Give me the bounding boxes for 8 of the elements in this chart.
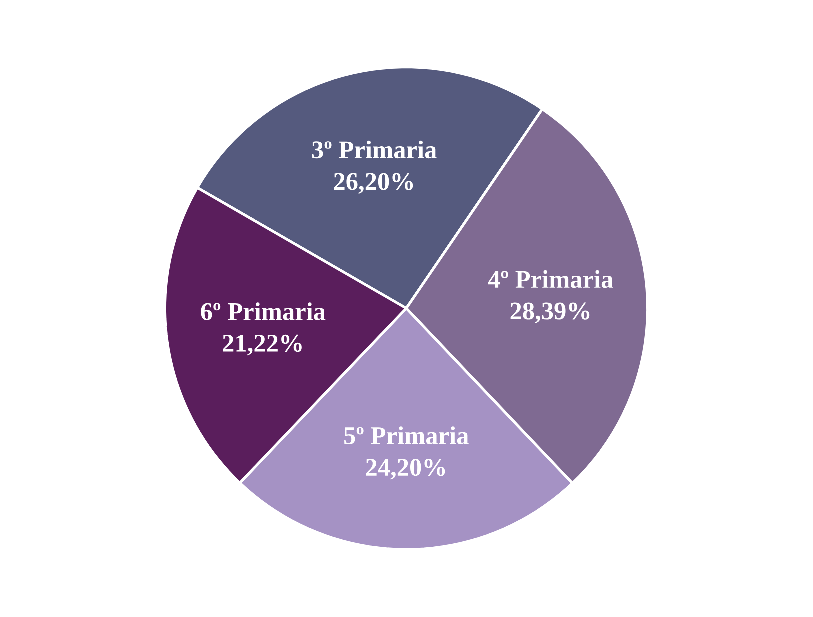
slice-label: 4º Primaria xyxy=(488,270,614,288)
data-label: 26,20% xyxy=(334,173,414,194)
slice-label: 6º Primaria xyxy=(201,302,326,320)
data-label: 21,22% xyxy=(223,334,302,356)
data-label: 28,39% xyxy=(510,302,590,324)
slice-label: 3º Primaria xyxy=(312,140,437,159)
slice-label: 5º Primaria xyxy=(344,426,469,444)
data-label: 24,20% xyxy=(366,459,446,480)
